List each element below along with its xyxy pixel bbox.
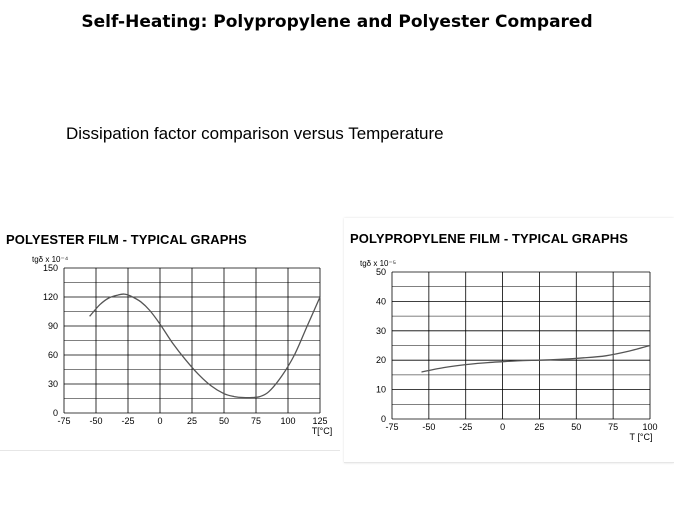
polyester-y-tick-label: 30: [48, 379, 58, 389]
polypropylene-x-tick-label: 50: [571, 422, 581, 432]
polypropylene-x-tick-label: -25: [459, 422, 472, 432]
polyester-x-axis-label: T[°C]: [312, 426, 333, 436]
polyester-x-tick-label: -50: [89, 416, 102, 426]
polypropylene-x-tick-label: 0: [500, 422, 505, 432]
polypropylene-x-tick-label: 100: [642, 422, 657, 432]
polyester-y-tick-label: 60: [48, 350, 58, 360]
polyester-y-tick-label: 150: [43, 263, 58, 273]
polypropylene-x-axis-label: T [°C]: [630, 432, 653, 442]
polyester-series-line: [89, 293, 321, 399]
polyester-x-tick-label: 125: [312, 416, 327, 426]
polyester-x-tick-label: 75: [251, 416, 261, 426]
polypropylene-x-tick-label: 25: [534, 422, 544, 432]
polypropylene-series-line: [421, 344, 651, 373]
polyester-x-tick-label: 50: [219, 416, 229, 426]
polypropylene-chart-title: POLYPROPYLENE FILM - TYPICAL GRAPHS: [350, 231, 628, 246]
slide-title: Self-Heating: Polypropylene and Polyeste…: [81, 12, 593, 32]
polyester-x-tick-label: -75: [57, 416, 70, 426]
polyester-chart-panel: POLYESTER FILM - TYPICAL GRAPHS -75 -50 -2…: [0, 222, 340, 451]
polyester-y-tick-label: 120: [43, 292, 58, 302]
polypropylene-y-tick-label: 20: [376, 355, 386, 365]
polyester-y-axis-label: tgδ x 10⁻⁴: [32, 255, 69, 264]
polypropylene-x-tick-label: -50: [422, 422, 435, 432]
polypropylene-y-tick-label: 40: [376, 296, 386, 306]
polypropylene-y-tick-label: 0: [381, 414, 386, 424]
polyester-x-tick-label: 0: [157, 416, 162, 426]
polyester-x-tick-label: 100: [280, 416, 295, 426]
slide-subtitle: Dissipation factor comparison versus Tem…: [66, 124, 444, 143]
polyester-x-tick-label: 25: [187, 416, 197, 426]
polypropylene-y-tick-label: 30: [376, 326, 386, 336]
polyester-y-tick-label: 90: [48, 321, 58, 331]
polyester-chart-title: POLYESTER FILM - TYPICAL GRAPHS: [6, 232, 247, 247]
polypropylene-y-tick-label: 10: [376, 385, 386, 395]
polypropylene-x-tick-label: 75: [608, 422, 618, 432]
polypropylene-y-axis-label: tgδ x 10⁻⁵: [360, 259, 396, 268]
polyester-x-tick-label: -25: [121, 416, 134, 426]
polypropylene-x-tick-label: -75: [385, 422, 398, 432]
polypropylene-chart-panel: POLYPROPYLENE FILM - TYPICAL GRAPHS -75 -…: [344, 218, 674, 463]
polyester-y-tick-label: 0: [53, 408, 58, 418]
polypropylene-y-tick-label: 50: [376, 267, 386, 277]
